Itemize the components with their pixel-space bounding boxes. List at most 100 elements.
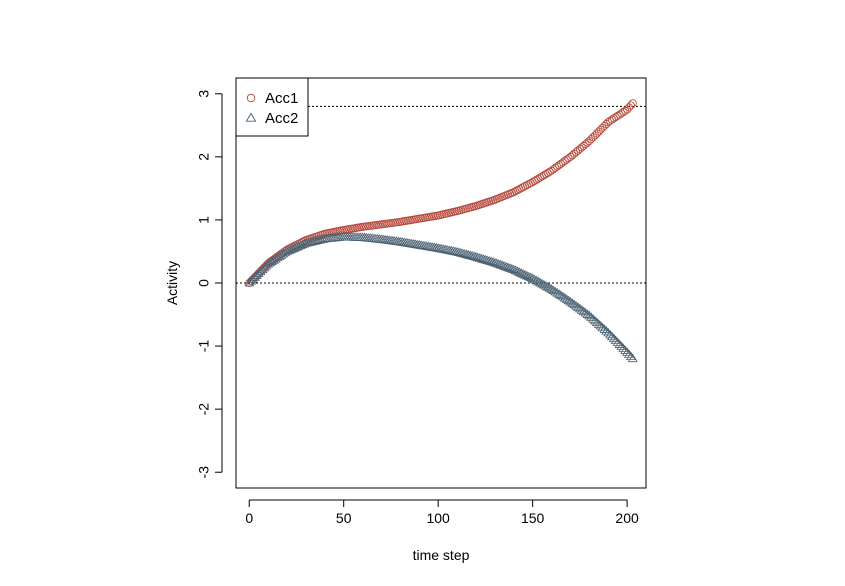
point <box>537 278 548 288</box>
x-axis: 0 50 100 150 200 <box>245 499 639 526</box>
point <box>616 341 627 350</box>
legend-marker-circle <box>246 93 256 103</box>
point <box>552 288 563 297</box>
point <box>606 331 617 341</box>
point <box>523 271 534 281</box>
point <box>578 306 589 316</box>
point <box>614 339 625 348</box>
point <box>554 289 565 298</box>
series-acc2 <box>244 231 638 363</box>
y-axis-title: Activity <box>164 261 180 305</box>
legend-box <box>235 77 309 137</box>
point <box>618 343 629 352</box>
point <box>625 351 636 360</box>
point <box>306 236 317 246</box>
point <box>521 270 532 280</box>
point <box>605 329 616 339</box>
point <box>561 294 572 303</box>
point <box>622 347 633 356</box>
point <box>518 269 529 278</box>
point <box>586 312 597 321</box>
y-tick-label: -3 <box>196 466 212 479</box>
point <box>525 272 536 282</box>
point <box>601 326 612 335</box>
y-tick-label: 2 <box>196 153 212 161</box>
point <box>540 281 551 290</box>
point <box>314 235 325 244</box>
point <box>546 284 557 293</box>
point <box>627 353 638 363</box>
point <box>548 285 559 294</box>
point <box>610 335 621 345</box>
x-tick-label: 150 <box>521 510 545 526</box>
point <box>535 277 546 287</box>
point <box>559 293 570 302</box>
data-points <box>244 99 638 363</box>
point <box>574 303 585 313</box>
point <box>612 337 623 347</box>
point <box>533 276 544 286</box>
point <box>543 168 552 177</box>
point <box>557 291 568 301</box>
legend-label: Acc1 <box>265 90 298 107</box>
point <box>544 283 555 292</box>
point <box>582 309 593 318</box>
point <box>514 267 525 276</box>
legend-marker-triangle <box>245 112 257 122</box>
point <box>261 260 272 270</box>
point <box>542 282 553 291</box>
point <box>626 101 635 110</box>
point <box>608 333 619 343</box>
point <box>591 317 602 327</box>
point <box>527 273 538 282</box>
point <box>529 274 540 284</box>
point <box>576 305 587 314</box>
legend: Acc1 Acc2 <box>235 77 309 137</box>
y-tick-label: 1 <box>196 216 212 224</box>
point <box>595 320 606 330</box>
point <box>593 319 604 328</box>
point <box>310 235 321 245</box>
x-axis-title: time step <box>413 547 470 563</box>
x-tick-label: 0 <box>245 510 253 526</box>
point <box>317 234 328 243</box>
point <box>599 324 610 333</box>
point <box>571 300 582 310</box>
legend-label: Acc2 <box>265 110 298 127</box>
point <box>584 310 595 320</box>
point <box>316 234 327 244</box>
point <box>603 327 614 337</box>
point <box>520 269 531 279</box>
point <box>628 99 637 108</box>
point <box>510 265 521 275</box>
point <box>516 268 527 277</box>
point <box>563 295 574 305</box>
point <box>538 279 549 289</box>
point <box>588 314 599 323</box>
point <box>308 236 319 245</box>
x-tick-label: 50 <box>336 510 352 526</box>
point <box>597 322 608 332</box>
point <box>312 235 323 245</box>
y-tick-label: -1 <box>196 340 212 353</box>
point <box>300 238 311 247</box>
x-tick-label: 100 <box>426 510 450 526</box>
point <box>620 345 631 354</box>
point <box>623 349 634 358</box>
x-tick-label: 200 <box>615 510 639 526</box>
y-tick-label: 0 <box>196 279 212 287</box>
point <box>508 264 519 274</box>
point <box>555 290 566 300</box>
point <box>302 237 313 247</box>
point <box>512 266 523 275</box>
y-axis: -3 -2 -1 0 1 2 3 <box>196 90 223 479</box>
point <box>569 299 580 309</box>
point <box>565 296 576 306</box>
point <box>580 307 591 317</box>
point <box>550 286 561 296</box>
y-tick-label: 3 <box>196 90 212 98</box>
point <box>567 298 578 307</box>
point <box>572 302 583 311</box>
point <box>589 315 600 325</box>
